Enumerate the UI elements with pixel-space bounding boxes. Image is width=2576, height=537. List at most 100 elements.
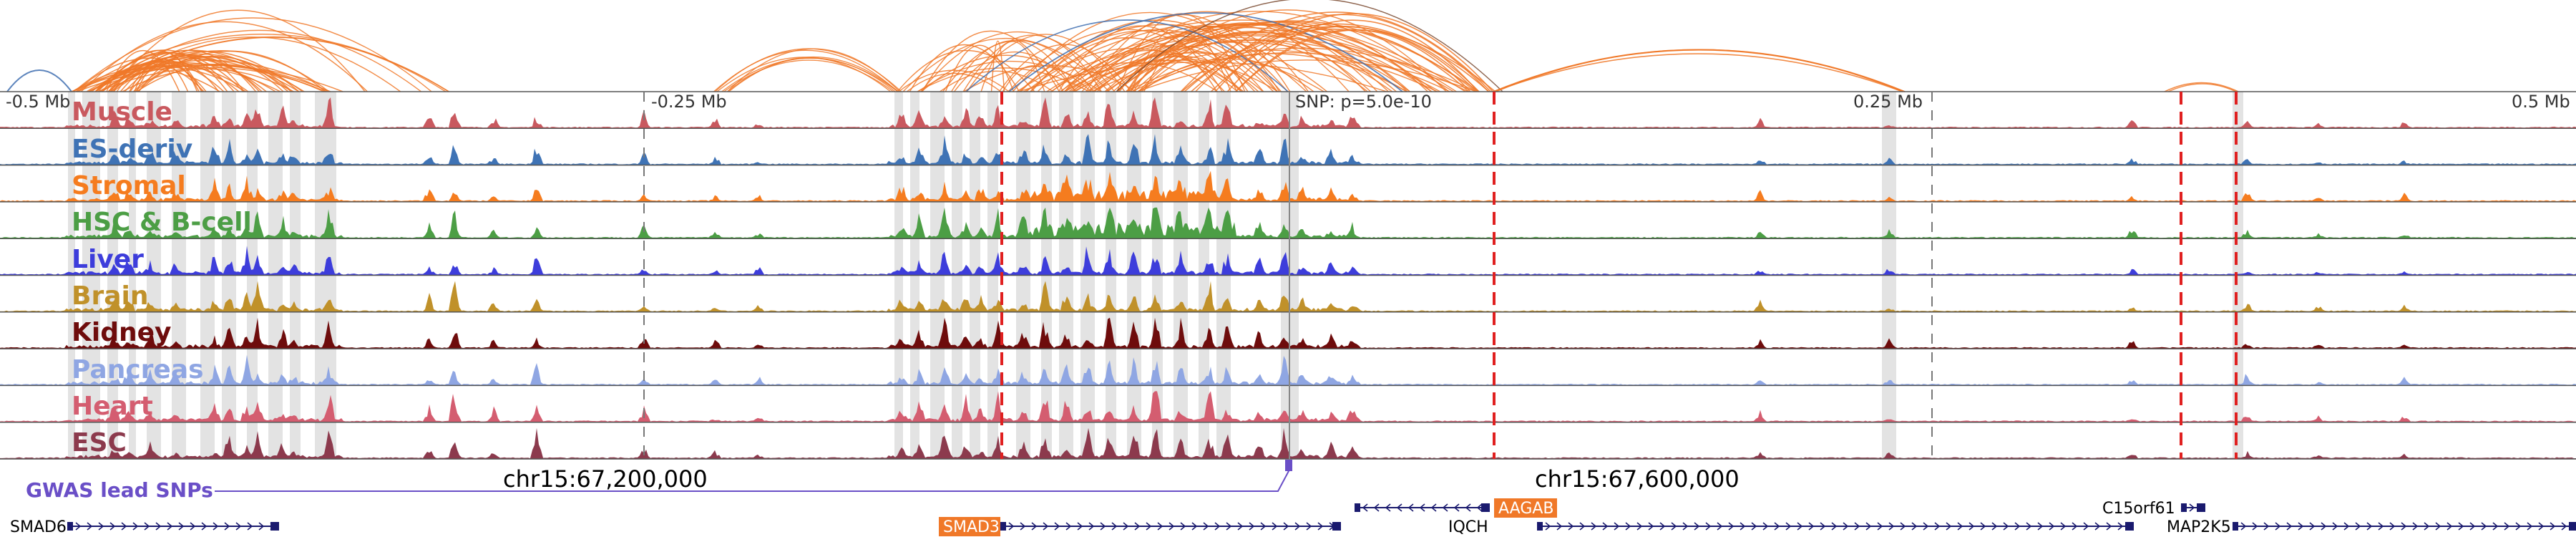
track-labels: Muscle ES-deriv Stromal HSC & B-cell Liv… [72, 97, 252, 458]
gene-exon [2197, 503, 2205, 512]
gene-exon [1537, 522, 1543, 531]
loop-arc [95, 29, 422, 92]
signal-track [0, 354, 2576, 387]
loop-arc [1030, 37, 1225, 92]
gene-strand-arrow [98, 522, 104, 531]
gene-exon [67, 522, 73, 531]
gene-strand-arrow [2263, 522, 2270, 531]
gene-strand-arrow [1751, 522, 1757, 531]
position-axis: -0.5 Mb -0.25 Mb SNP: p=5.0e-10 0.25 Mb … [6, 92, 2570, 112]
gene-exon [2569, 522, 2576, 531]
gene-strand-arrow [1946, 522, 1952, 531]
gene-strand-arrow [2117, 522, 2124, 531]
gene-strand-arrow [1385, 503, 1391, 512]
signal-track [0, 97, 2576, 130]
loop-arc [1138, 31, 1366, 92]
gene-strand-arrow [2275, 522, 2281, 531]
gene-strand-arrow [2378, 522, 2384, 531]
axis-tick-label: 0.5 Mb [2512, 92, 2570, 112]
gene-model [2233, 522, 2576, 531]
gene-strand-arrow [1100, 522, 1106, 531]
gene-strand-arrow [2332, 522, 2338, 531]
loop-arc [721, 57, 899, 92]
gene-strand-arrow [2083, 522, 2089, 531]
loop-arc [1068, 23, 1437, 92]
gene-strand-arrow [1648, 522, 1654, 531]
gene-strand-arrow [2298, 522, 2304, 531]
gene-strand-arrow [2049, 522, 2055, 531]
gene-strand-arrow [1717, 522, 1723, 531]
gene-model [1000, 522, 1341, 531]
gene-strand-arrow [1088, 522, 1095, 531]
signal-track [0, 281, 2576, 313]
loop-arc [1063, 11, 1450, 92]
gwas-connector [215, 469, 1290, 492]
gene-strand-arrow [2026, 522, 2032, 531]
gene-strand-arrow [2355, 522, 2361, 531]
gene-model [1537, 522, 2134, 531]
track-label-muscle: Muscle [72, 97, 172, 127]
gene-exon [2125, 522, 2134, 531]
loop-arc [1008, 12, 1403, 92]
loop-arc [1016, 19, 1466, 92]
axis-tick-label: 0.25 Mb [1853, 92, 1923, 112]
gene-strand-arrow [2424, 522, 2430, 531]
loop-arc [906, 72, 1002, 92]
signal-area [0, 427, 2576, 459]
gene-strand-arrow [2538, 522, 2545, 531]
axis-tick-label: -0.25 Mb [651, 92, 727, 112]
loop-arc [73, 17, 432, 92]
gene-strand-arrow [1728, 522, 1735, 531]
gene-strand-arrow [2412, 522, 2419, 531]
gene-strand-arrow [1442, 503, 1448, 512]
gene-highlight-box [1494, 498, 1557, 518]
signal-area [0, 354, 2576, 386]
loop-arc [1493, 53, 1903, 92]
loop-arc [77, 66, 246, 92]
gene-label-map2k5: MAP2K5 [2167, 518, 2231, 536]
loop-arc [1020, 24, 1307, 92]
gene-exon [270, 522, 279, 531]
gene-strand-arrow [1476, 503, 1483, 512]
loop-arc [922, 30, 1060, 92]
gene-strand-arrow [1785, 522, 1792, 531]
loop-arc [1180, 11, 1492, 92]
gene-track: SMAD6 SMAD3 AAGAB IQCH C15orf61 MAP2K5 [10, 498, 2576, 536]
loop-arc [965, 19, 1289, 92]
loop-arc [2167, 83, 2237, 92]
gene-strand-arrow [1659, 522, 1666, 531]
gene-strand-arrow [1373, 503, 1380, 512]
gene-strand-arrow [2481, 522, 2487, 531]
gene-strand-arrow [1123, 522, 1129, 531]
gene-strand-arrow [1900, 522, 1906, 531]
gene-strand-arrow [2014, 522, 2021, 531]
gene-strand-arrow [1430, 503, 1437, 512]
gene-strand-arrow [1272, 522, 1278, 531]
gene-model [2181, 503, 2205, 512]
gene-strand-arrow [87, 522, 93, 531]
track-label-brain: Brain [72, 281, 148, 311]
loop-arc [1063, 52, 1324, 92]
gene-exon [1000, 522, 1006, 531]
gene-strand-arrow [2366, 522, 2373, 531]
loop-arc [1496, 49, 1903, 92]
gene-strand-arrow [1407, 503, 1414, 512]
loop-arc [716, 57, 892, 92]
gene-strand-arrow [2527, 522, 2533, 531]
gene-strand-arrow [1625, 522, 1631, 531]
signal-area [0, 281, 2576, 312]
signal-area [0, 97, 2576, 129]
axis-tick-label: -0.5 Mb [6, 92, 70, 112]
gene-strand-arrow [1169, 522, 1175, 531]
track-label-kidney: Kidney [72, 318, 172, 347]
gene-strand-arrow [1453, 503, 1460, 512]
gene-strand-arrow [1968, 522, 1975, 531]
gene-strand-arrow [109, 522, 116, 531]
loop-arc [902, 37, 1110, 92]
gene-strand-arrow [2252, 522, 2258, 531]
gene-strand-arrow [1065, 522, 1072, 531]
gene-strand-arrow [75, 522, 82, 531]
gene-exon [2181, 503, 2187, 512]
gene-strand-arrow [1820, 522, 1826, 531]
